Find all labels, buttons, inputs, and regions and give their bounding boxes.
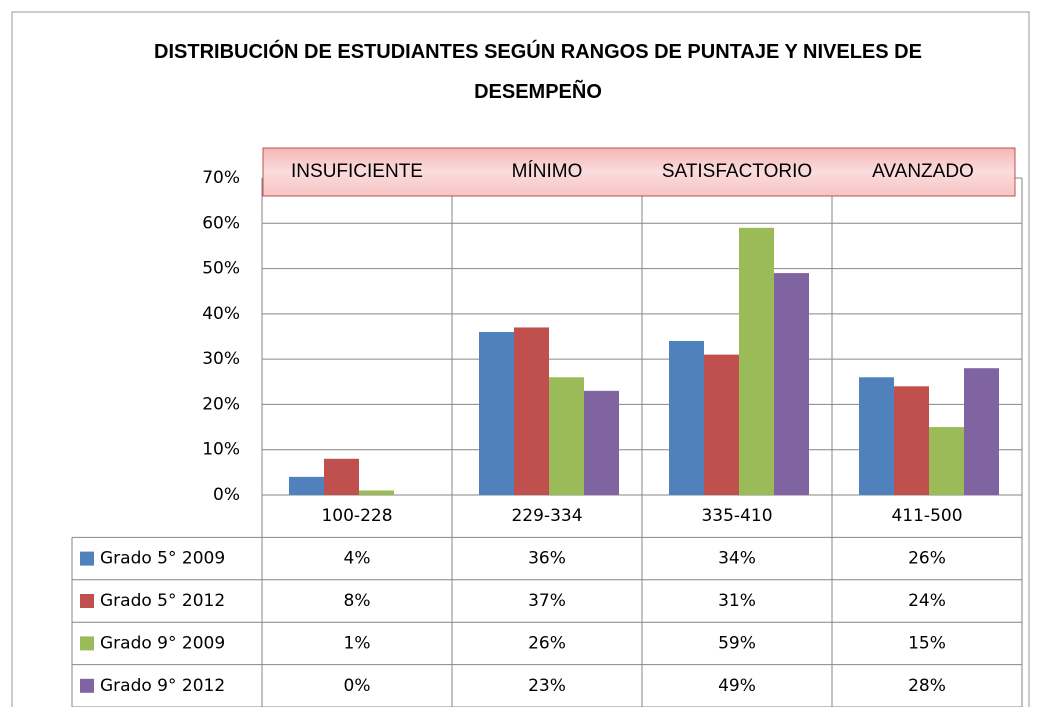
y-tick-label: 70% [202, 168, 240, 188]
table-value: 26% [908, 549, 946, 569]
table-value: 36% [528, 549, 566, 569]
legend-label: Grado 5° 2012 [100, 591, 225, 611]
legend-swatch [80, 594, 94, 608]
bar [549, 377, 584, 495]
level-label: SATISFACTORIO [662, 161, 812, 182]
x-tick-label: 411-500 [891, 506, 962, 526]
legend-swatch [80, 551, 94, 566]
table-value: 8% [344, 591, 371, 611]
bar [359, 490, 394, 495]
bar [859, 377, 894, 495]
legend-label: Grado 9° 2009 [100, 633, 225, 653]
bar [964, 368, 999, 495]
chart-title: DISTRIBUCIÓN DE ESTUDIANTES SEGÚN RANGOS… [154, 41, 922, 103]
legend-label: Grado 5° 2009 [100, 549, 225, 569]
bar [584, 390, 619, 495]
y-tick-label: 10% [202, 440, 240, 460]
legend-swatch [80, 678, 94, 693]
y-tick-label: 20% [202, 394, 240, 414]
table-value: 31% [718, 591, 756, 611]
table-value: 24% [908, 591, 946, 611]
legend-swatch [80, 636, 94, 651]
table-value: 28% [908, 676, 946, 696]
bar [324, 458, 359, 495]
bar [739, 227, 774, 496]
x-tick-label: 335-410 [701, 506, 772, 526]
y-tick-label: 50% [202, 259, 240, 279]
level-label: MÍNIMO [512, 161, 583, 182]
level-band [262, 147, 1016, 197]
table-value: 23% [528, 676, 566, 696]
bar [929, 427, 964, 495]
x-tick-label: 100-228 [321, 506, 392, 526]
table-value: 34% [718, 549, 756, 569]
y-tick-label: 60% [202, 213, 240, 233]
table-value: 59% [718, 633, 756, 653]
level-label: INSUFICIENTE [291, 161, 423, 182]
bar [514, 327, 549, 495]
table-value: 15% [908, 633, 946, 653]
bar [704, 354, 739, 495]
table-value: 49% [718, 676, 756, 696]
table-value: 37% [528, 591, 566, 611]
y-tick-label: 0% [213, 485, 240, 505]
bar [894, 386, 929, 495]
table-value: 4% [344, 549, 371, 569]
bar [289, 476, 324, 495]
table-value: 1% [344, 633, 371, 653]
y-tick-label: 30% [202, 349, 240, 369]
table-value: 0% [344, 676, 371, 696]
level-label: AVANZADO [872, 161, 974, 182]
bar [479, 331, 514, 495]
legend-label: Grado 9° 2012 [100, 676, 225, 696]
x-tick-label: 229-334 [511, 506, 582, 526]
table-value: 26% [528, 633, 566, 653]
bar [774, 273, 809, 495]
bar [669, 341, 704, 495]
chart-border [11, 11, 1030, 707]
y-tick-label: 40% [202, 304, 240, 324]
